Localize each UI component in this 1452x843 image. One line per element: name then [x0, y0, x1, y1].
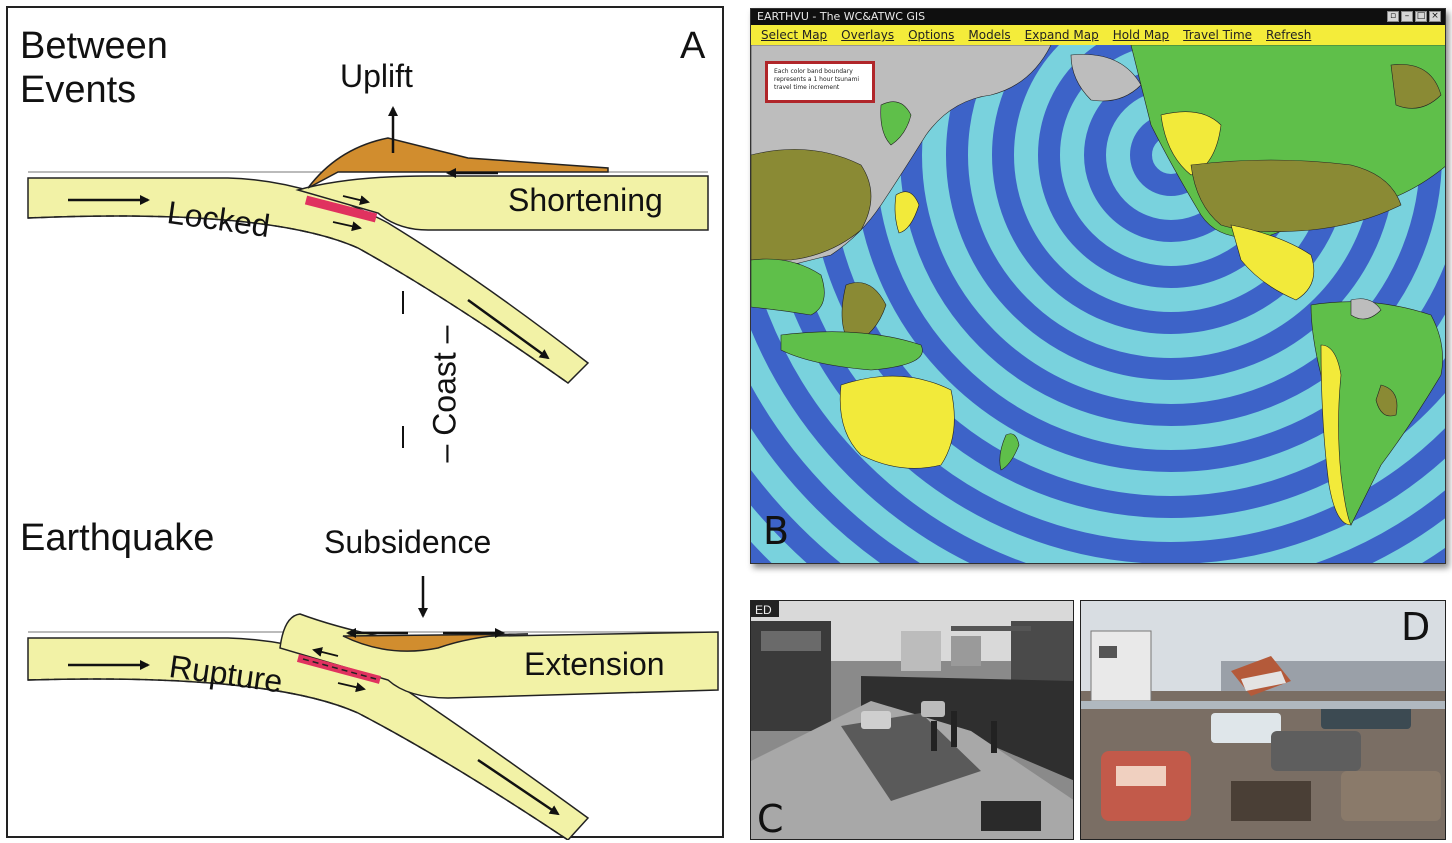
panel-c-photo-street-damage: ED C: [750, 600, 1074, 840]
menu-bar: Select Map Overlays Options Models Expan…: [751, 25, 1445, 45]
panel-c-letter: C: [757, 797, 784, 840]
menu-options[interactable]: Options: [908, 28, 955, 42]
subsidence-basin: [342, 633, 529, 652]
land-british-columbia: [1160, 111, 1222, 176]
minimize-icon[interactable]: –: [1401, 11, 1413, 22]
svg-text:ED: ED: [755, 603, 772, 617]
tsunami-debris-image: [1081, 601, 1445, 839]
window-controls: ▫ – □ ×: [1387, 11, 1441, 22]
subsidence-label: Subsidence: [324, 524, 492, 560]
window-title: EARTHVU - The WC&ATWC GIS: [757, 10, 926, 23]
land-philippines: [841, 282, 887, 346]
land-se-asia: [751, 258, 825, 316]
panel-d-photo-tsunami-debris: D: [1080, 600, 1446, 840]
coast-text: – Coast –: [426, 325, 463, 463]
tsunami-travel-time-map[interactable]: [751, 45, 1446, 564]
menu-overlays[interactable]: Overlays: [841, 28, 895, 42]
slab-arrow-top: [467, 298, 550, 360]
extension-label: Extension: [524, 646, 665, 682]
menu-travel-time[interactable]: Travel Time: [1183, 28, 1253, 42]
menu-expand-map[interactable]: Expand Map: [1024, 28, 1099, 42]
land-venezuela: [1350, 298, 1382, 320]
menu-select-map[interactable]: Select Map: [761, 28, 828, 42]
close-icon[interactable]: ×: [1429, 11, 1441, 22]
slip-arrow-lower-top: [332, 221, 362, 232]
subduction-svg: [27, 106, 719, 840]
slip-arrow-upper-bottom: [312, 647, 339, 657]
heading-line-1: Between: [20, 25, 168, 67]
street-damage-image: ED: [751, 601, 1073, 839]
panel-a-letter: A: [680, 25, 706, 67]
rupture-fault-dash: [302, 658, 377, 680]
land-new-zealand: [999, 433, 1020, 471]
overriding-plate-top: [295, 175, 709, 231]
menu-refresh[interactable]: Refresh: [1266, 28, 1312, 42]
slip-arrow-upper-top: [342, 195, 370, 205]
menu-models[interactable]: Models: [968, 28, 1011, 42]
uplift-label: Uplift: [340, 58, 413, 94]
heading-line-2: Events: [20, 69, 137, 111]
plate-base-dashed-bottom: [27, 678, 569, 840]
land-mexico: [1230, 224, 1315, 301]
land-indonesia: [780, 331, 923, 371]
heading-between-events: Between Events: [20, 24, 168, 112]
land-usa: [1190, 159, 1402, 232]
land-kamchatka: [880, 101, 912, 146]
land-bolivia: [1375, 384, 1398, 417]
locked-fault: [304, 195, 378, 223]
window-titlebar: EARTHVU - The WC&ATWC GIS ▫ – □ ×: [751, 9, 1445, 25]
land-china: [751, 149, 872, 261]
travel-time-legend: Each color band boundary represents a 1 …: [765, 61, 875, 103]
land-japan: [894, 191, 920, 234]
panel-d-letter: D: [1401, 605, 1431, 649]
land-alaska: [1070, 54, 1142, 102]
panel-a-subduction-diagram: Between Events A Uplift Locked Shortenin…: [6, 6, 724, 840]
uplift-wedge: [307, 137, 609, 189]
maximize-icon[interactable]: □: [1415, 11, 1427, 22]
heading-earthquake: Earthquake: [20, 517, 215, 559]
land-chile-peru: [1320, 344, 1352, 526]
panel-b-earthvu-window: EARTHVU - The WC&ATWC GIS ▫ – □ × Select…: [750, 8, 1446, 564]
restore-icon[interactable]: ▫: [1387, 11, 1399, 22]
plate-base-dashed-top: [27, 215, 569, 384]
panel-b-letter: B: [763, 509, 790, 553]
slip-arrow-lower-bottom: [337, 682, 366, 693]
coast-label: – Coast –: [426, 326, 462, 463]
slab-arrow-bottom: [477, 758, 560, 816]
menu-hold-map[interactable]: Hold Map: [1112, 28, 1170, 42]
land-greenland: [1390, 64, 1442, 109]
shortening-label: Shortening: [508, 182, 663, 218]
land-australia: [839, 375, 955, 469]
